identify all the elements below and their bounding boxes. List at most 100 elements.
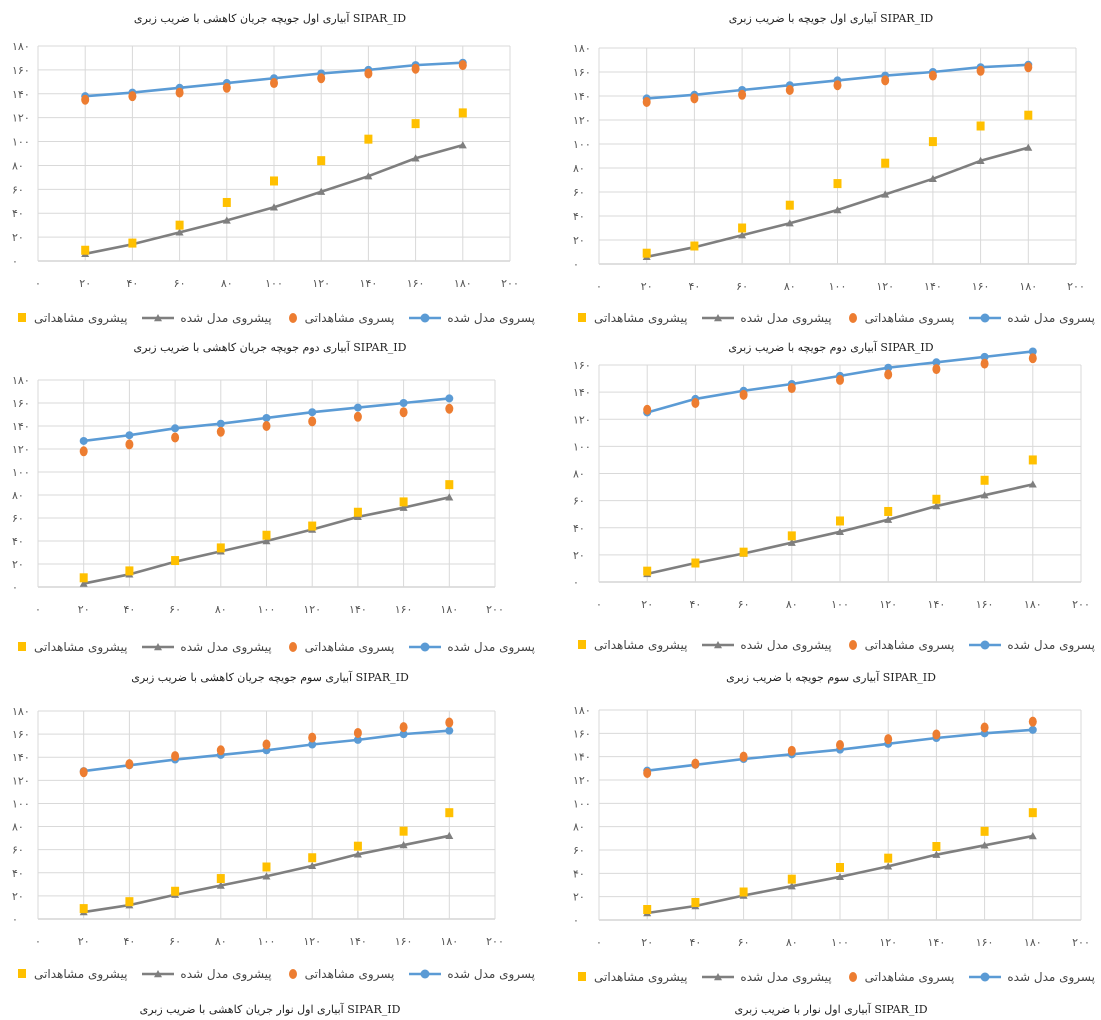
chart-legend: پیشروی مشاهداتی پیشروی مدل شده پسروی مشاهد… xyxy=(565,970,1101,984)
advance-observed-point xyxy=(932,494,941,504)
legend-item: پیشروی مدل شده xyxy=(141,967,272,981)
legend-item: پیشروی مشاهداتی xyxy=(575,638,687,652)
recession-model-point xyxy=(445,726,454,735)
legend-item: پسروی مدل شده xyxy=(968,638,1095,652)
advance-model-point xyxy=(932,850,941,858)
legend-square-marker xyxy=(578,313,587,322)
recession-model-point xyxy=(1028,347,1037,356)
legend-square-marker xyxy=(578,972,587,981)
advance-observed-point xyxy=(458,108,467,118)
chart-plot: ۰ ۲۰ ۴۰ ۶۰ ۸۰ ۱۰۰ ۱۲۰ ۱۴۰ ۱۶۰ ۰ ۲۰ ۴۰ ۶۰ ۸۰ ۱۰۰ ۱۲۰ ۱۴۰ ۱… xyxy=(573,347,1090,611)
recession-observed-point xyxy=(216,426,225,437)
x-tick-label: ۲۰ xyxy=(78,603,90,616)
legend-item: پسروی مشاهداتی xyxy=(846,311,954,325)
legend-dot-marker xyxy=(288,313,297,323)
legend-label: پسروی مشاهداتی xyxy=(304,311,395,325)
y-tick-label: ۸۰ xyxy=(573,162,585,175)
legend-symbol xyxy=(848,640,857,650)
x-tick-label: ۶۰ xyxy=(738,598,750,611)
advance-model-point xyxy=(980,841,989,849)
legend-label: پسروی مدل شده xyxy=(1007,311,1095,325)
x-tick-label: ۱۶۰ xyxy=(972,280,990,293)
recession-observed-point xyxy=(411,63,420,74)
advance-observed-point xyxy=(691,898,700,907)
legend-triangle-marker xyxy=(714,973,723,981)
advance-observed-point xyxy=(691,558,700,568)
legend-dot-marker xyxy=(848,972,857,982)
advance-observed-point xyxy=(411,119,420,129)
y-tick-label: ۱۴۰ xyxy=(12,751,30,764)
advance-observed-point xyxy=(399,497,408,507)
y-tick-label: ۰ xyxy=(573,576,579,589)
advance-model-point xyxy=(881,190,890,198)
advance-model-point xyxy=(884,862,893,870)
recession-model-point xyxy=(884,363,893,372)
advance-observed-point xyxy=(353,507,362,517)
advance-observed-point xyxy=(445,808,454,818)
recession-model-point xyxy=(262,413,271,422)
legend-label: پسروی مشاهداتی xyxy=(864,638,955,652)
y-tick-label: ۱۸۰ xyxy=(12,705,30,718)
advance-model-point xyxy=(270,203,278,211)
legend-square-marker xyxy=(18,642,27,651)
x-tick-label: ۱۲۰ xyxy=(876,280,894,293)
recession-observed-point xyxy=(1028,353,1037,364)
y-tick-label: ۰ xyxy=(12,913,18,926)
advance-model-point xyxy=(262,537,271,545)
legend-symbol xyxy=(702,973,735,981)
x-tick-label: ۴۰ xyxy=(688,280,700,293)
legend-dot-marker xyxy=(288,969,297,979)
advance-observed-point xyxy=(125,897,134,907)
y-tick-label: ۱۰۰ xyxy=(12,797,30,810)
y-tick-label: ۴۰ xyxy=(573,522,585,535)
y-tick-label: ۸۰ xyxy=(573,468,585,481)
legend-item: پیشروی مدل شده xyxy=(701,970,832,984)
y-tick-label: ۴۰ xyxy=(12,867,24,880)
legend-symbol xyxy=(702,314,735,322)
x-tick-label: ۱۲۰ xyxy=(303,603,321,616)
legend-symbol xyxy=(578,313,587,322)
recession-observed-point xyxy=(399,722,408,733)
recession-model-point xyxy=(399,730,408,739)
recession-observed-point xyxy=(932,364,941,375)
x-tick-label: ۱۴۰ xyxy=(349,935,367,948)
recession-observed-point xyxy=(128,91,137,102)
legend-item: پسروی مدل شده xyxy=(408,311,535,325)
recession-observed-point xyxy=(738,89,747,100)
advance-observed-point xyxy=(1028,808,1037,818)
recession-model-point xyxy=(1028,725,1037,734)
x-tick-label: ۱۴۰ xyxy=(924,280,942,293)
legend-symbol xyxy=(18,969,27,978)
x-tick-label: ۰ xyxy=(35,603,41,616)
legend-square-marker xyxy=(18,313,27,322)
x-tick-label: ۲۰۰ xyxy=(486,603,504,616)
x-tick-label: ۲۰ xyxy=(78,935,90,948)
chart-plot: ۰ ۲۰ ۴۰ ۶۰ ۸۰ ۱۰۰ ۱۲۰ ۱۴۰ ۱۶۰ ۱۸۰ ۰ ۲۰ ۴۰ ۶۰ ۸۰ ۱۰۰ ۱۲۰ ۱… xyxy=(573,42,1085,293)
legend-circle-marker xyxy=(420,313,430,323)
advance-model-point xyxy=(353,850,362,858)
legend-item: پیشروی مشاهداتی xyxy=(575,970,687,984)
x-tick-label: ۱۴۰ xyxy=(349,603,367,616)
legend-label: پیشروی مشاهداتی xyxy=(594,638,688,652)
recession-observed-point xyxy=(787,745,796,756)
x-tick-label: ۱۲۰ xyxy=(312,277,330,290)
x-tick-label: ۴۰ xyxy=(689,936,701,949)
x-tick-label: ۰ xyxy=(35,277,41,290)
chart-title: آبیاری سوم جویچه جریان کاهشی با ضریب زبر… xyxy=(131,671,409,684)
advance-observed-point xyxy=(690,241,699,251)
advance-observed-point xyxy=(787,874,796,884)
legend-dot-marker xyxy=(288,642,297,652)
legend-label: پیشروی مدل شده xyxy=(740,311,832,325)
legend-label: پسروی مدل شده xyxy=(1007,638,1095,652)
y-tick-label: ۲۰ xyxy=(12,890,24,903)
legend-circle-marker xyxy=(980,972,990,982)
advance-model-point xyxy=(836,872,844,881)
x-tick-label: ۱۸۰ xyxy=(1024,936,1042,949)
y-tick-label: ۸۰ xyxy=(12,159,24,172)
legend-label: پسروی مشاهداتی xyxy=(304,640,395,654)
x-tick-label: ۰ xyxy=(596,936,602,949)
advance-model-point xyxy=(317,187,326,195)
legend-circle-marker xyxy=(980,313,990,323)
legend-item: پیشروی مشاهداتی xyxy=(575,311,687,325)
recession-observed-point xyxy=(353,411,362,422)
